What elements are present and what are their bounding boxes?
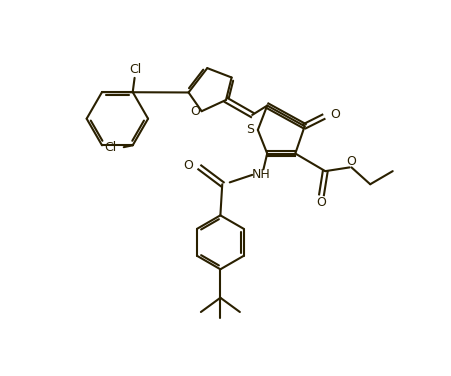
Text: O: O <box>346 155 356 168</box>
Text: S: S <box>246 123 254 136</box>
Text: O: O <box>329 108 339 121</box>
Text: NH: NH <box>251 168 270 181</box>
Text: O: O <box>315 197 325 209</box>
Text: O: O <box>183 159 193 172</box>
Text: Cl: Cl <box>104 141 116 154</box>
Text: O: O <box>189 105 199 118</box>
Text: Cl: Cl <box>129 63 141 76</box>
